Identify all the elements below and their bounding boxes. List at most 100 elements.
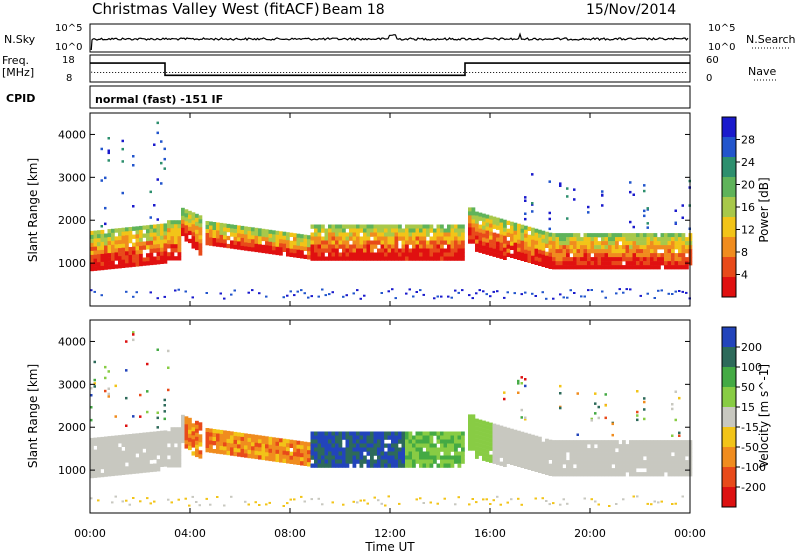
scatter-cell bbox=[394, 447, 399, 452]
scatter-cell bbox=[377, 232, 381, 237]
scatter-cell bbox=[499, 433, 504, 438]
scatter-cell bbox=[163, 434, 168, 439]
scatter-cell bbox=[342, 459, 346, 464]
scatter-cell bbox=[146, 237, 150, 242]
scatter-cell bbox=[384, 435, 388, 440]
scatter-cell bbox=[174, 455, 178, 460]
scatter-cell bbox=[573, 452, 577, 457]
scatter-cell bbox=[440, 463, 444, 468]
scatter-cell bbox=[177, 288, 180, 291]
scatter-cell bbox=[646, 452, 651, 457]
scatter-cell bbox=[681, 265, 686, 270]
scatter-cell bbox=[408, 256, 413, 261]
scatter-cell bbox=[419, 455, 423, 460]
scatter-cell bbox=[160, 247, 164, 252]
scatter-cell bbox=[678, 431, 681, 435]
scatter-cell bbox=[650, 241, 654, 246]
scatter-cell bbox=[604, 440, 609, 445]
scatter-cell bbox=[412, 455, 416, 460]
scatter-cell bbox=[681, 444, 686, 449]
scatter-cell bbox=[251, 454, 255, 459]
scatter-cell bbox=[601, 261, 605, 266]
scatter-cell bbox=[125, 499, 128, 502]
scatter-cell bbox=[482, 233, 486, 238]
scatter-cell bbox=[482, 498, 485, 501]
scatter-cell bbox=[244, 226, 248, 231]
scatter-cell bbox=[485, 437, 490, 442]
scatter-cell bbox=[576, 265, 581, 270]
scatter-cell bbox=[611, 265, 616, 270]
scatter-cell bbox=[321, 252, 325, 257]
scatter-cell bbox=[566, 187, 569, 190]
scatter-cell bbox=[471, 227, 476, 232]
scatter-cell bbox=[132, 445, 136, 450]
scatter-cell bbox=[489, 442, 493, 447]
scatter-cell bbox=[191, 216, 196, 221]
scatter-cell bbox=[359, 244, 364, 249]
noise-right-tick-top: 10^5 bbox=[708, 23, 735, 34]
scatter-cell bbox=[307, 446, 311, 451]
colorbar-tick-label: 24 bbox=[741, 156, 755, 169]
scatter-cell bbox=[135, 469, 140, 474]
scatter-cell bbox=[174, 220, 178, 225]
colorbar-segment bbox=[722, 277, 736, 298]
scatter-cell bbox=[622, 265, 626, 270]
scatter-cell bbox=[328, 232, 332, 237]
scatter-cell bbox=[541, 441, 546, 446]
scatter-cell bbox=[149, 291, 152, 294]
scatter-cell bbox=[524, 225, 528, 230]
scatter-cell bbox=[349, 228, 353, 233]
scatter-cell bbox=[167, 463, 171, 468]
scatter-cell bbox=[625, 241, 630, 246]
scatter-cell bbox=[664, 237, 668, 242]
scatter-cell bbox=[321, 431, 325, 436]
scatter-cell bbox=[254, 450, 259, 456]
scatter-cell bbox=[489, 215, 493, 220]
scatter-cell bbox=[223, 442, 227, 447]
scatter-cell bbox=[415, 498, 418, 501]
scatter-cell bbox=[552, 249, 556, 254]
scatter-cell bbox=[405, 292, 408, 295]
scatter-cell bbox=[296, 444, 301, 449]
scatter-cell bbox=[121, 255, 126, 260]
scatter-cell bbox=[461, 232, 465, 237]
scatter-cell bbox=[618, 468, 623, 473]
scatter-cell bbox=[506, 291, 509, 294]
scatter-cell bbox=[436, 295, 439, 298]
scatter-cell bbox=[440, 236, 444, 241]
scatter-cell bbox=[282, 454, 287, 459]
scatter-cell bbox=[433, 240, 437, 245]
scatter-cell bbox=[363, 240, 367, 245]
scatter-cell bbox=[618, 261, 623, 266]
scatter-cell bbox=[359, 248, 364, 253]
scatter-cell bbox=[170, 252, 175, 257]
power-data bbox=[90, 121, 693, 300]
scatter-cell bbox=[489, 247, 493, 252]
scatter-cell bbox=[485, 246, 490, 251]
scatter-cell bbox=[639, 452, 644, 457]
scatter-cell bbox=[608, 245, 612, 250]
scatter-cell bbox=[482, 241, 486, 246]
scatter-cell bbox=[534, 467, 539, 472]
scatter-cell bbox=[303, 254, 308, 259]
scatter-cell bbox=[90, 387, 93, 390]
scatter-cell bbox=[275, 445, 280, 451]
velocity-data bbox=[90, 331, 693, 507]
scatter-cell bbox=[678, 241, 682, 246]
scatter-cell bbox=[321, 236, 325, 241]
scatter-cell bbox=[328, 244, 332, 249]
scatter-cell bbox=[657, 456, 661, 461]
scatter-cell bbox=[352, 455, 357, 460]
scatter-cell bbox=[489, 430, 493, 435]
scatter-cell bbox=[104, 460, 108, 465]
scatter-cell bbox=[615, 261, 619, 266]
scatter-cell bbox=[104, 389, 107, 393]
scatter-cell bbox=[331, 224, 336, 229]
scatter-cell bbox=[247, 503, 250, 506]
scatter-cell bbox=[475, 434, 479, 439]
scatter-cell bbox=[587, 237, 591, 242]
scatter-cell bbox=[587, 468, 591, 473]
scatter-cell bbox=[258, 232, 262, 237]
scatter-cell bbox=[300, 234, 304, 239]
y-tick-label: 2000 bbox=[58, 214, 86, 227]
